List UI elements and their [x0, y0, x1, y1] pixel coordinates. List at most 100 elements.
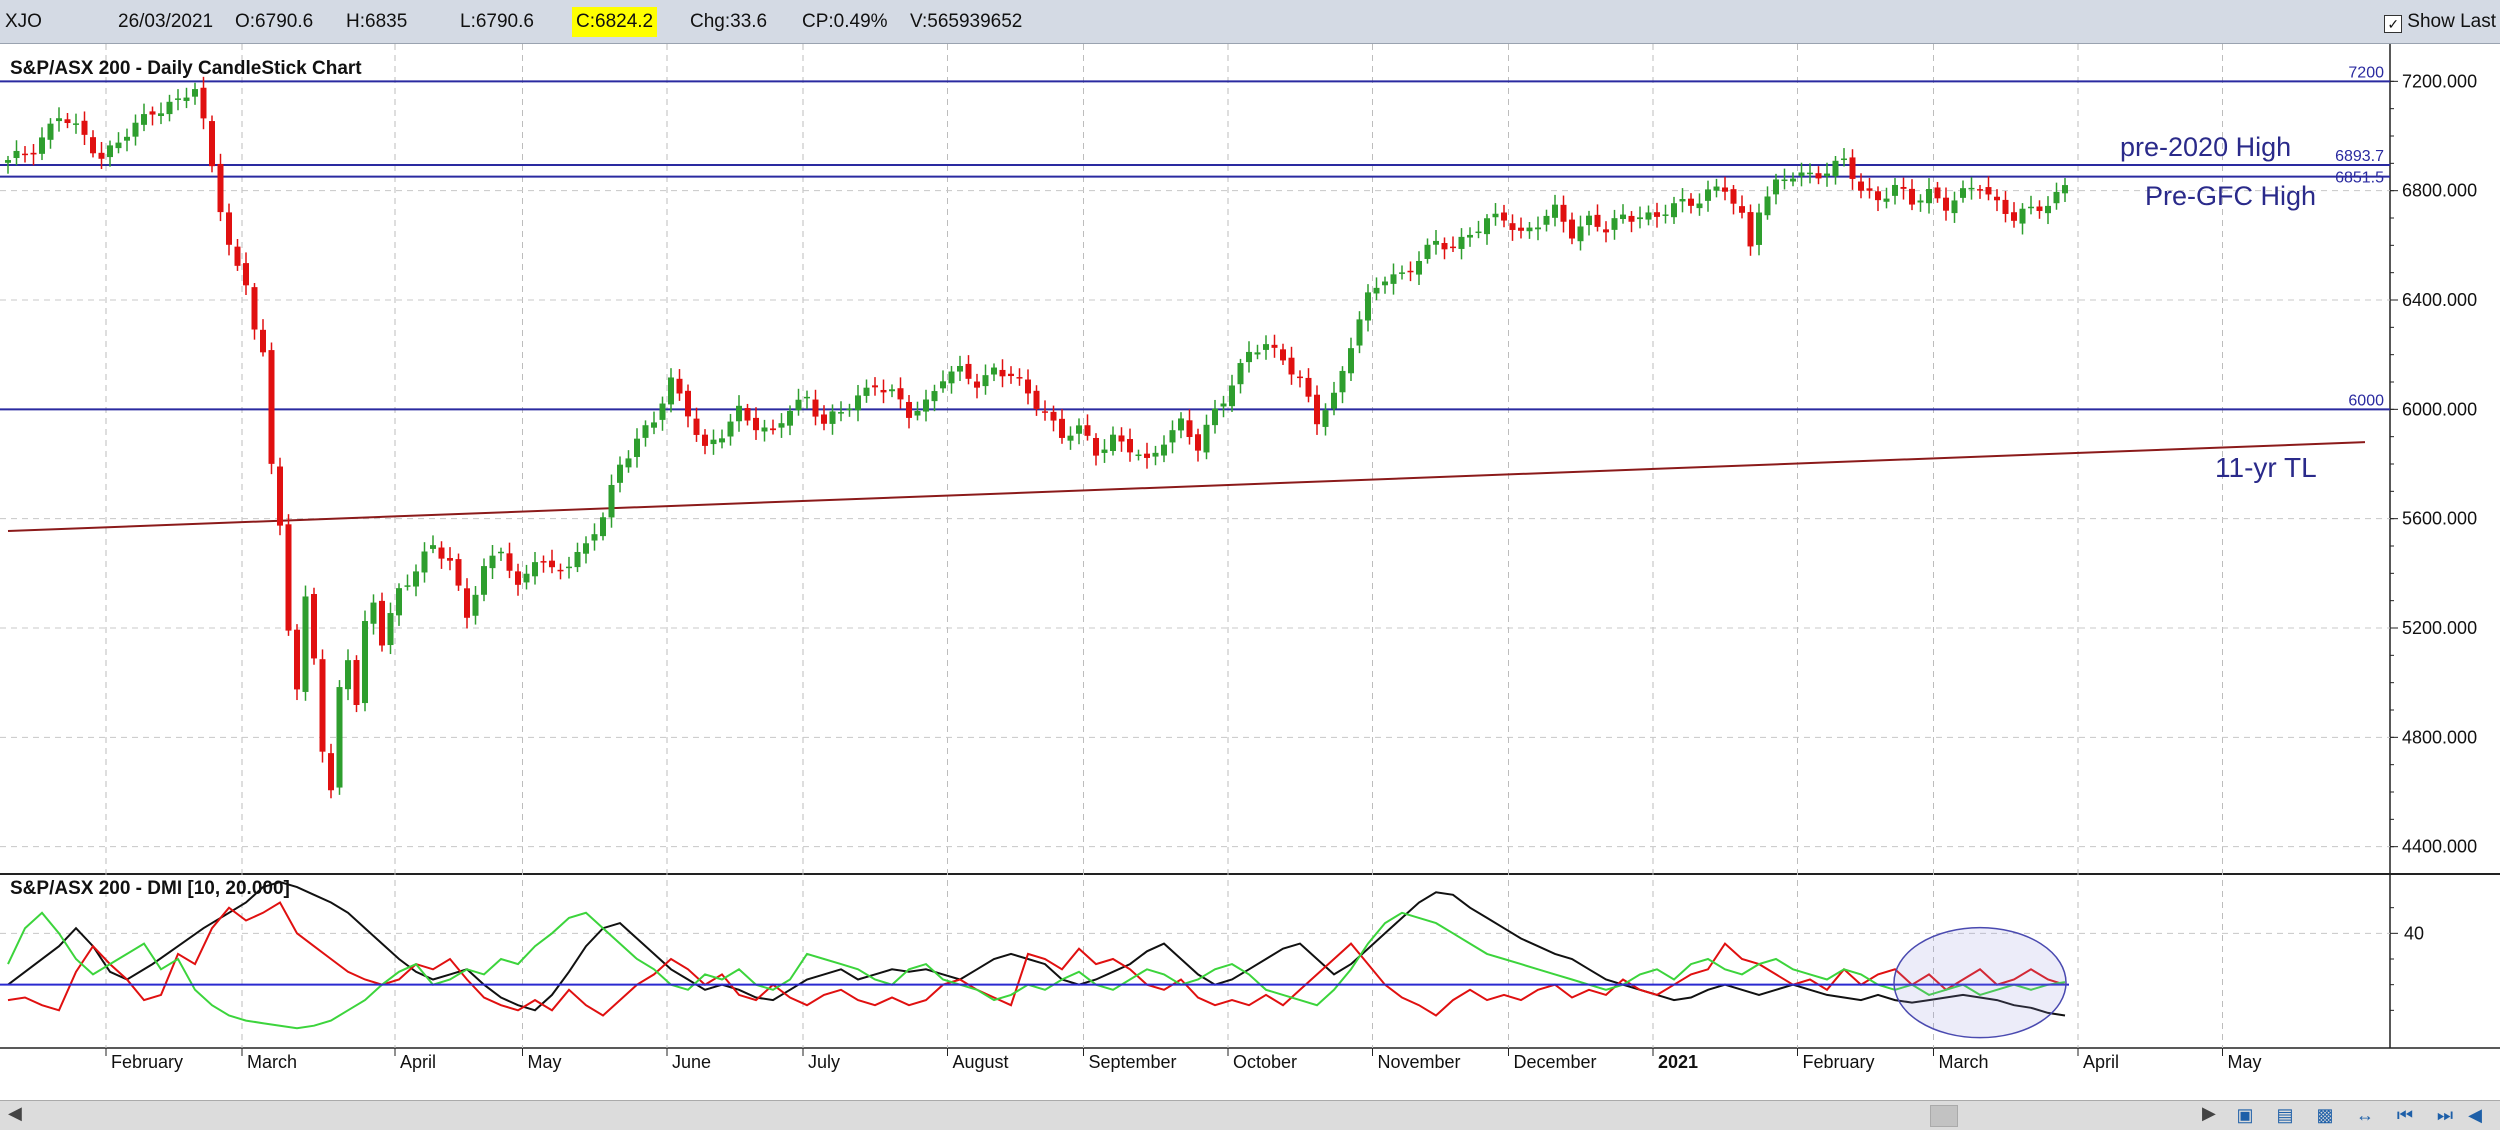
candle-body	[1331, 392, 1337, 409]
candle-body	[574, 551, 581, 568]
candle-body	[1322, 410, 1329, 427]
candle-body	[421, 551, 428, 573]
candle-body	[1280, 349, 1286, 361]
annotation-trendline: 11-yr TL	[2215, 452, 2317, 483]
candle-body	[1101, 449, 1108, 453]
zoom-out-icon[interactable]: ▤	[2276, 1105, 2294, 1125]
candle-body	[141, 114, 147, 125]
scroll-right-icon[interactable]: ▶	[2202, 1103, 2216, 1123]
show-last-checkbox[interactable]: ✓	[2384, 15, 2403, 33]
candle-body	[685, 390, 691, 417]
candle-body	[1220, 403, 1227, 407]
candle-body	[991, 367, 997, 375]
candle-body	[2036, 206, 2043, 211]
zoom-in-icon[interactable]: ▣	[2236, 1105, 2254, 1125]
candle-body	[30, 152, 37, 155]
candle-body	[1127, 439, 1133, 453]
hline-label: 6851.5	[2335, 170, 2384, 187]
candle-body	[430, 545, 436, 549]
annotation-pre-gfc-high: Pre-GFC High	[2145, 181, 2316, 211]
month-tick-label: February	[111, 1052, 183, 1072]
candle-body	[1832, 160, 1839, 177]
candle-body	[1509, 223, 1516, 230]
candle-body	[1875, 191, 1881, 201]
candle-body	[353, 660, 360, 705]
candle-body	[1662, 214, 1669, 216]
candle-body	[1288, 357, 1295, 375]
candle-body	[2053, 191, 2060, 204]
candle-body	[744, 408, 751, 421]
candle-body	[234, 246, 241, 266]
candle-body	[1458, 236, 1465, 249]
candle-body	[1025, 379, 1031, 394]
candle-body	[1067, 435, 1074, 441]
go-first-icon[interactable]: ⏮	[2396, 1105, 2414, 1125]
candle-body	[897, 388, 904, 400]
candle-body	[1076, 425, 1082, 434]
candle-body	[1569, 219, 1575, 239]
go-last-icon[interactable]: ⏭	[2436, 1105, 2454, 1125]
expand-icon[interactable]: ↔	[2356, 1105, 2374, 1125]
candle-body	[158, 113, 164, 117]
month-tick-label: July	[808, 1052, 840, 1072]
candle-body	[1135, 454, 1142, 457]
candle-body	[472, 594, 479, 616]
candle-body	[566, 566, 572, 569]
candle-body	[965, 363, 972, 379]
dmi-series-line	[7, 911, 2066, 1030]
show-last-toggle[interactable]: ✓ Show Last	[2384, 0, 2496, 44]
candle-body	[1807, 172, 1813, 175]
horizontal-scrollbar[interactable]: ◀ ▶ ▣ ▤ ▩ ↔ ⏮ ⏭ ◀	[0, 1100, 2500, 1130]
chart-grid	[0, 44, 2500, 1049]
candle-body	[1059, 418, 1065, 438]
candle-body	[1271, 344, 1278, 348]
candle-body	[1773, 179, 1779, 195]
candle-body	[642, 425, 649, 438]
candle-body	[1093, 437, 1099, 456]
candle-body	[625, 458, 632, 468]
candle-body	[948, 371, 955, 384]
candle-body	[2045, 205, 2051, 214]
candle-body	[821, 414, 827, 424]
candle-body	[736, 405, 742, 422]
candle-body	[923, 399, 929, 412]
candle-body	[2019, 208, 2026, 224]
candle-body	[1008, 373, 1014, 377]
candle-body	[770, 428, 776, 431]
candle-body	[132, 122, 139, 137]
candle-body	[107, 145, 113, 158]
candle-body	[1535, 227, 1541, 230]
zoom-reset-icon[interactable]: ▩	[2316, 1105, 2334, 1125]
candle-body	[1484, 218, 1490, 235]
scroll-left-icon[interactable]: ◀	[8, 1103, 22, 1123]
candle-body	[1943, 197, 1949, 211]
candle-body	[294, 629, 300, 690]
candle-body	[659, 403, 666, 420]
candle-body	[447, 558, 453, 561]
scroll-thumb[interactable]	[1930, 1105, 1958, 1127]
candle-body	[481, 566, 487, 595]
candle-body	[2028, 206, 2034, 209]
month-tick-label: May	[2228, 1052, 2262, 1072]
candle-body	[1713, 186, 1720, 191]
candle-body	[1594, 214, 1601, 227]
candle-body	[515, 571, 521, 585]
price-panel: 7200 6893.7 6851.5 6000	[0, 64, 2390, 532]
hline-label: 6893.7	[2335, 148, 2384, 165]
candle-body	[600, 517, 606, 537]
month-tick-label: November	[1378, 1052, 1461, 1072]
candle-body	[115, 142, 122, 149]
candle-body	[1339, 370, 1346, 393]
candle-body	[1416, 260, 1422, 275]
candle-body	[1161, 444, 1167, 456]
candle-body	[761, 427, 768, 432]
low-label: L:6790.6	[460, 11, 534, 32]
step-back-icon[interactable]: ◀	[2468, 1105, 2482, 1125]
candle-body	[226, 212, 232, 245]
candle-body	[81, 120, 88, 135]
dmi-highlight-ellipse	[1893, 926, 2067, 1039]
candle-body	[651, 422, 657, 428]
show-last-label: Show Last	[2407, 11, 2496, 32]
month-tick-label: December	[1514, 1052, 1597, 1072]
candle-body	[413, 571, 419, 587]
